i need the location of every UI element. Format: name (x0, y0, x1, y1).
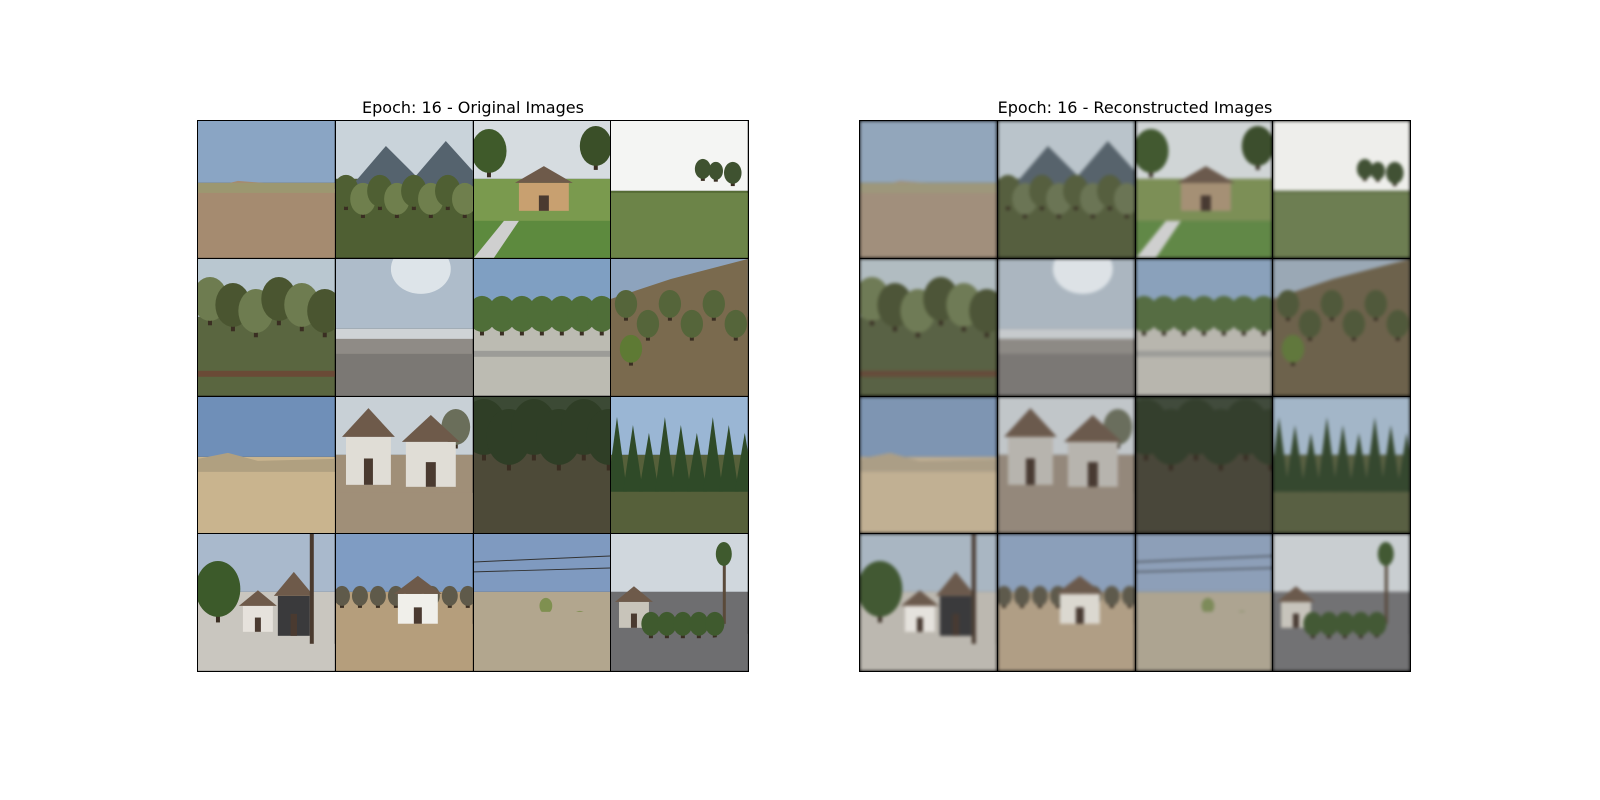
reconstructed-image-5 (860, 258, 997, 396)
original-image-5 (198, 258, 335, 396)
original-images-panel: Epoch: 16 - Original Images (197, 96, 749, 672)
original-image-tile-4 (611, 121, 748, 258)
reconstructed-image-tile-2 (997, 121, 1135, 258)
original-image-tile-13 (198, 534, 335, 671)
reconstructed-image-tile-3 (1135, 121, 1273, 258)
original-image-tile-7 (473, 258, 611, 396)
original-images-title: Epoch: 16 - Original Images (362, 98, 584, 117)
original-image-tile-11 (473, 396, 611, 534)
reconstructed-image-16 (1273, 534, 1410, 671)
reconstructed-images-grid (859, 120, 1411, 672)
reconstructed-image-3 (1135, 121, 1273, 258)
original-image-tile-3 (473, 121, 611, 258)
reconstructed-image-tile-8 (1273, 258, 1410, 396)
reconstructed-image-tile-13 (860, 534, 997, 671)
original-image-14 (335, 534, 473, 671)
reconstructed-image-tile-11 (1135, 396, 1273, 534)
original-image-4 (611, 121, 748, 258)
original-image-7 (473, 258, 611, 396)
reconstructed-image-tile-10 (997, 396, 1135, 534)
original-image-tile-5 (198, 258, 335, 396)
reconstructed-image-9 (860, 396, 997, 534)
reconstructed-image-tile-14 (997, 534, 1135, 671)
original-image-16 (611, 534, 748, 671)
original-image-9 (198, 396, 335, 534)
reconstructed-image-tile-4 (1273, 121, 1410, 258)
reconstructed-image-11 (1135, 396, 1273, 534)
original-image-11 (473, 396, 611, 534)
original-image-tile-9 (198, 396, 335, 534)
original-image-tile-6 (335, 258, 473, 396)
reconstructed-image-tile-7 (1135, 258, 1273, 396)
original-image-tile-10 (335, 396, 473, 534)
original-image-tile-14 (335, 534, 473, 671)
reconstructed-image-14 (997, 534, 1135, 671)
original-image-12 (611, 396, 748, 534)
original-image-tile-8 (611, 258, 748, 396)
reconstructed-image-15 (1135, 534, 1273, 671)
reconstructed-image-12 (1273, 396, 1410, 534)
original-images-grid (197, 120, 749, 672)
original-image-8 (611, 258, 748, 396)
original-image-1 (198, 121, 335, 258)
reconstructed-image-8 (1273, 258, 1410, 396)
reconstructed-image-1 (860, 121, 997, 258)
reconstructed-image-tile-12 (1273, 396, 1410, 534)
original-image-10 (335, 396, 473, 534)
reconstructed-image-2 (997, 121, 1135, 258)
original-image-6 (335, 258, 473, 396)
original-image-tile-1 (198, 121, 335, 258)
reconstructed-image-tile-1 (860, 121, 997, 258)
reconstructed-image-7 (1135, 258, 1273, 396)
original-image-2 (335, 121, 473, 258)
reconstructed-images-title: Epoch: 16 - Reconstructed Images (997, 98, 1273, 117)
original-image-tile-15 (473, 534, 611, 671)
original-image-13 (198, 534, 335, 671)
original-image-tile-2 (335, 121, 473, 258)
reconstructed-image-13 (860, 534, 997, 671)
reconstructed-image-4 (1273, 121, 1410, 258)
reconstructed-image-6 (997, 258, 1135, 396)
reconstructed-image-tile-6 (997, 258, 1135, 396)
reconstructed-image-tile-5 (860, 258, 997, 396)
reconstructed-image-10 (997, 396, 1135, 534)
reconstructed-image-tile-16 (1273, 534, 1410, 671)
original-image-tile-16 (611, 534, 748, 671)
original-image-15 (473, 534, 611, 671)
reconstructed-images-panel: Epoch: 16 - Reconstructed Images (859, 96, 1411, 672)
reconstructed-image-tile-9 (860, 396, 997, 534)
original-image-3 (473, 121, 611, 258)
original-image-tile-12 (611, 396, 748, 534)
reconstructed-image-tile-15 (1135, 534, 1273, 671)
